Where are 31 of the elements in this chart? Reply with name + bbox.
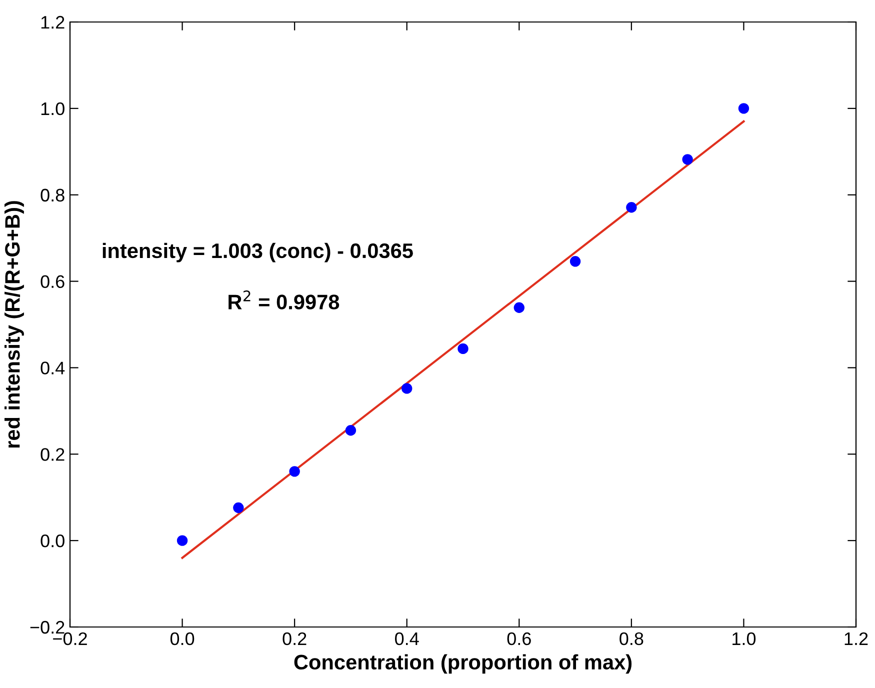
point — [289, 466, 300, 477]
y-axis-title: red intensity (R/(R+G+B)) — [4, 201, 24, 448]
point — [402, 383, 412, 394]
point — [626, 202, 637, 213]
y-tick-label: 1.2 — [41, 16, 64, 29]
x-tick-label: 0.0 — [170, 632, 194, 646]
point — [682, 154, 693, 165]
y-tick-label: 0.8 — [40, 188, 64, 202]
x-tick-label: 0.2 — [282, 632, 306, 646]
y-tick-label: 0.6 — [40, 275, 64, 288]
y-tick-label: 0.4 — [40, 362, 65, 374]
x-tick-label: 0.6 — [507, 632, 531, 646]
x-axis-title: Concentration (proportion of max) — [294, 654, 632, 674]
x-tick-label: 1.0 — [732, 632, 756, 646]
point — [458, 343, 468, 354]
point — [738, 103, 750, 114]
point — [570, 256, 581, 267]
annotation: R$^{2}$ = 0.9978 — [228, 290, 340, 310]
point — [233, 502, 244, 514]
point — [514, 302, 524, 313]
annotation: intensity = 1.003 (conc) - 0.0365 — [102, 242, 413, 262]
x-tick-label: 1.2 — [844, 632, 868, 645]
x-tick-label: 0.8 — [620, 632, 644, 646]
y-tick-label: 1.0 — [41, 102, 64, 116]
x-tick-label: −0.2 — [53, 632, 87, 646]
y-tick-label: 0.2 — [40, 448, 64, 461]
point — [345, 425, 356, 436]
y-tick-label: 0.0 — [40, 534, 64, 548]
point — [176, 535, 188, 546]
x-tick-label: 0.4 — [395, 632, 419, 646]
y-tick-label: −0.2 — [30, 620, 64, 634]
